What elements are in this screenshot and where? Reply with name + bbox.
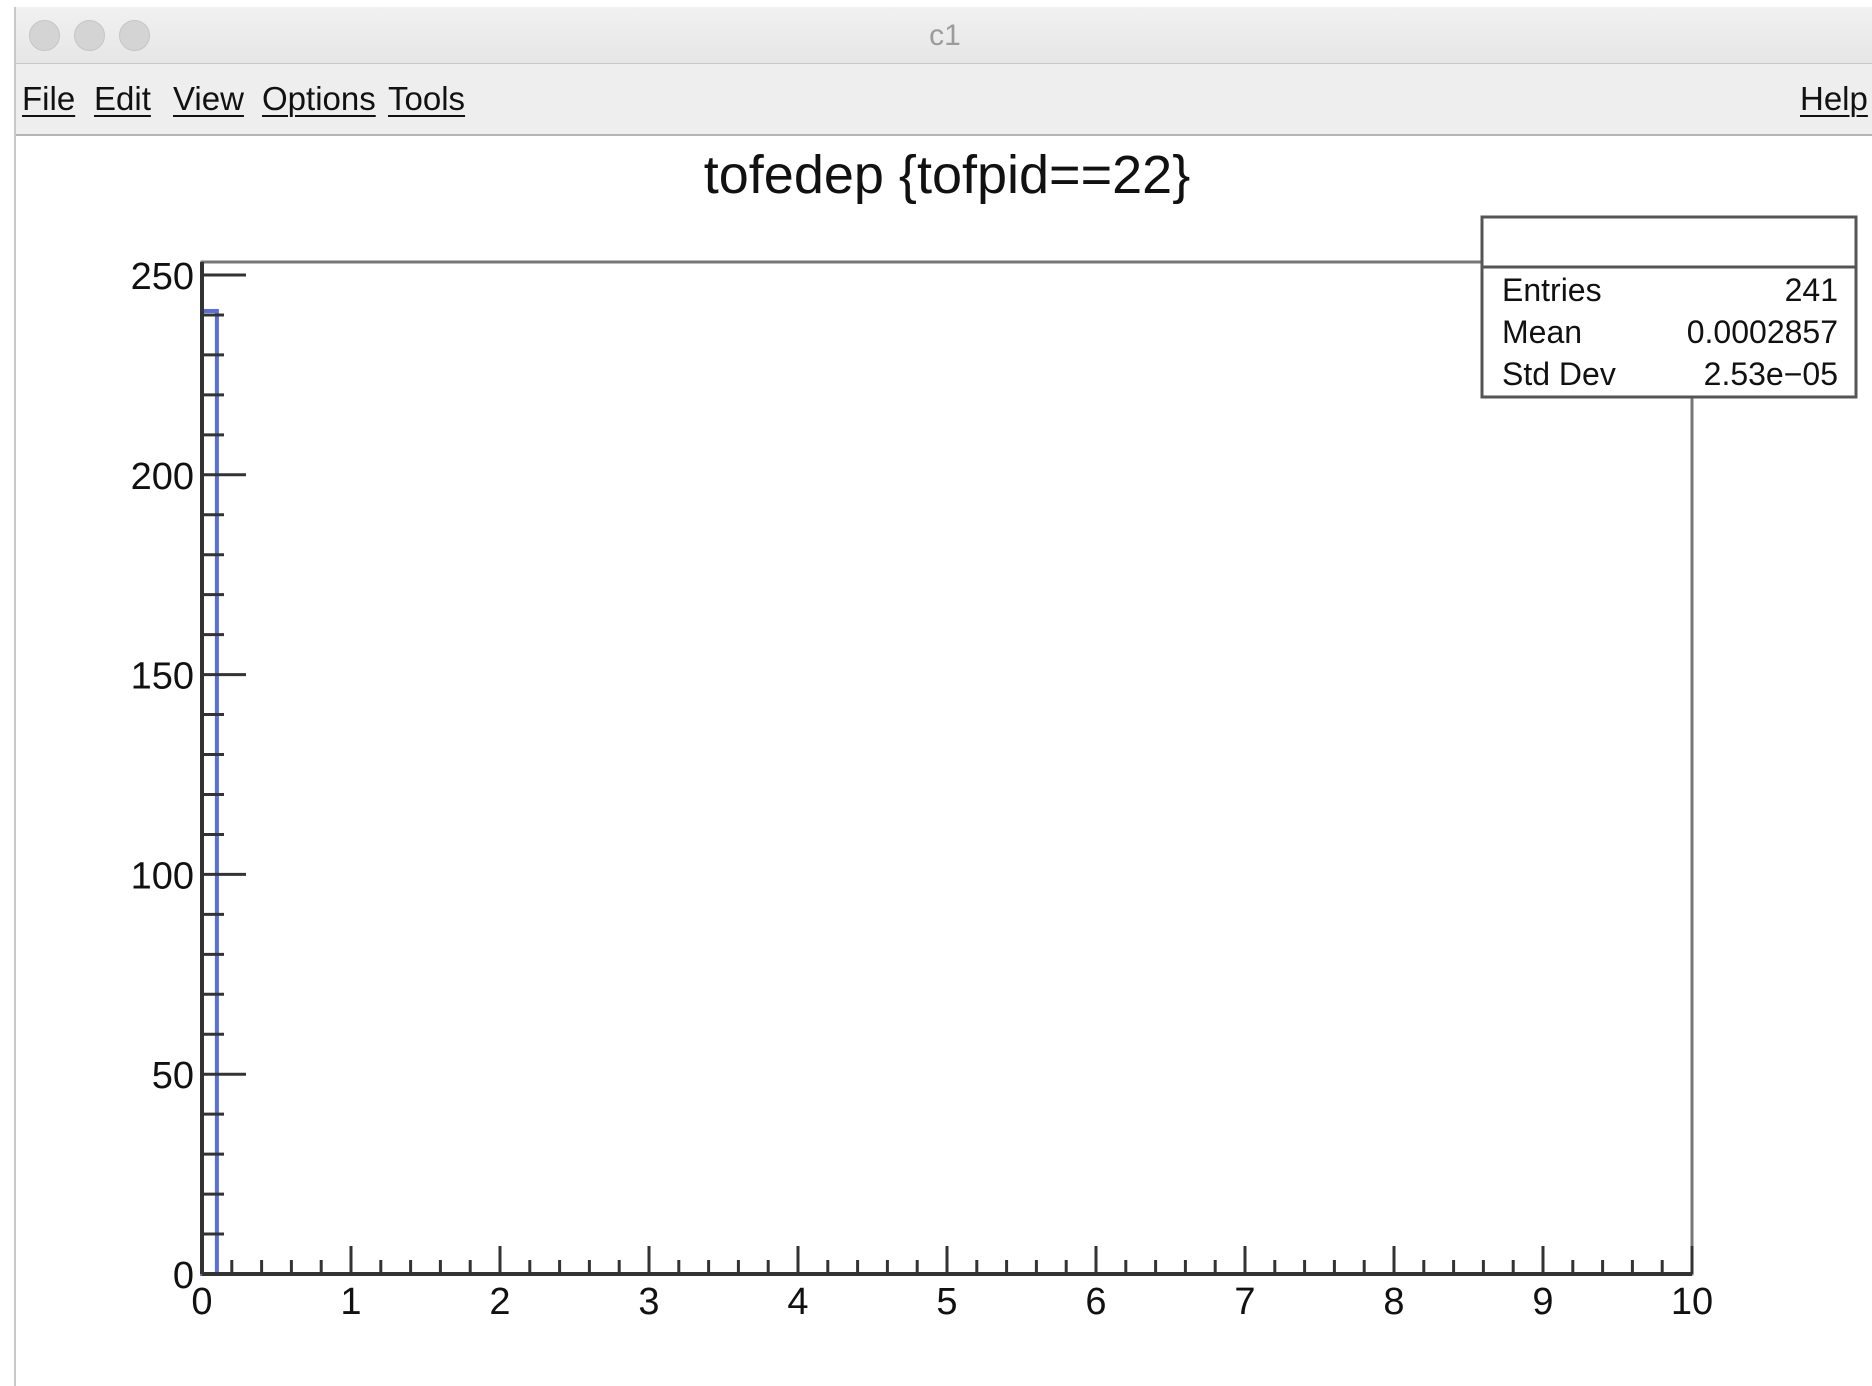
menu-options[interactable]: Options — [262, 80, 376, 117]
y-tick-label: 250 — [131, 256, 194, 298]
menu-file[interactable]: File — [22, 80, 76, 117]
stats-value: 2.53e−05 — [1704, 356, 1838, 392]
histogram-chart: tofedep {tofpid==22} 0 50 100 150 200 250 0 1 2 3 4… — [131, 145, 1858, 1323]
histogram-bin — [200, 308, 219, 1277]
x-tick-label: 5 — [936, 1281, 957, 1323]
stats-value: 241 — [1785, 272, 1838, 308]
plot-frame — [200, 260, 1694, 1276]
x-tick-label: 10 — [1671, 1281, 1713, 1323]
x-tick-label: 4 — [787, 1281, 808, 1323]
window-title: c1 — [929, 19, 961, 52]
menu-edit[interactable]: Edit — [94, 80, 151, 117]
zoom-window-button[interactable] — [119, 20, 150, 51]
stats-value: 0.0002857 — [1687, 314, 1838, 350]
x-tick-label: 0 — [191, 1281, 212, 1323]
x-tick-label: 9 — [1532, 1281, 1553, 1323]
stats-box — [1480, 215, 1858, 399]
menu-tools[interactable]: Tools — [388, 80, 466, 117]
x-tick-label: 6 — [1085, 1281, 1106, 1323]
x-tick-label: 8 — [1383, 1281, 1404, 1323]
minimize-window-button[interactable] — [74, 20, 105, 51]
y-tick-label: 50 — [152, 1055, 194, 1097]
stats-label: Mean — [1502, 314, 1582, 350]
menu-help[interactable]: Help — [1800, 80, 1868, 117]
close-window-button[interactable] — [29, 20, 60, 51]
title-bar: c1 — [16, 7, 1872, 64]
stats-label: Std Dev — [1502, 356, 1616, 392]
y-tick-label: 200 — [131, 456, 194, 498]
stats-label: Entries — [1502, 272, 1602, 308]
x-tick-label: 1 — [340, 1281, 361, 1323]
menu-view[interactable]: View — [173, 80, 244, 117]
x-tick-label: 2 — [489, 1281, 510, 1323]
canvas-area[interactable]: tofedep {tofpid==22} 0 50 100 150 200 250 0 1 2 3 4… — [16, 137, 1872, 1386]
menu-bar: File Edit View Options Tools Help — [16, 64, 1872, 136]
y-tick-label: 100 — [131, 855, 194, 897]
y-tick-label: 150 — [131, 656, 194, 698]
x-tick-label: 7 — [1234, 1281, 1255, 1323]
x-tick-label: 3 — [638, 1281, 659, 1323]
y-tick-label: 0 — [173, 1255, 194, 1297]
chart-title: tofedep {tofpid==22} — [704, 145, 1190, 205]
root-canvas-window: c1 File Edit View Options Tools Help tof… — [14, 7, 1872, 1386]
